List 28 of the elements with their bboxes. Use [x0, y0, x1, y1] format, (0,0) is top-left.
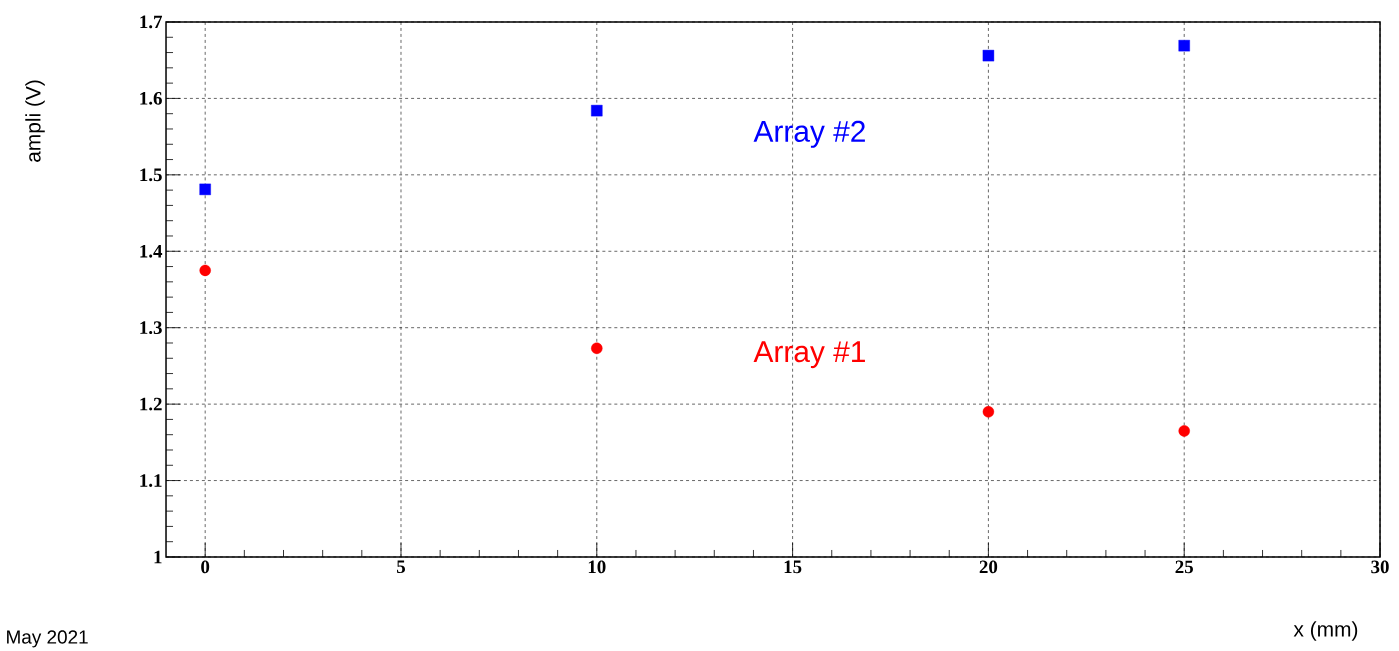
y-tick-label: 1.7	[140, 15, 163, 29]
x-tick-label: 25	[1175, 560, 1193, 574]
y-tick-label: 1.2	[140, 397, 162, 411]
x-tick-label: 0	[201, 560, 210, 574]
point	[591, 104, 603, 117]
x-tick-label: 5	[397, 560, 406, 574]
x-tick-label: 30	[1371, 560, 1389, 574]
point	[1178, 39, 1190, 52]
y-tick-label: 1.4	[140, 244, 163, 258]
text: Array #1	[753, 341, 865, 369]
x-tick-label: 10	[588, 560, 606, 574]
x-tick-label: 15	[784, 560, 802, 574]
x-tick-label: 20	[979, 560, 998, 574]
point	[1178, 425, 1190, 437]
y-tick-label: 1.3	[140, 321, 162, 335]
y-tick-label: 1	[154, 550, 162, 564]
point	[982, 49, 995, 62]
point	[591, 342, 603, 355]
y-tick-label: 1.1	[140, 474, 162, 487]
point	[199, 264, 211, 277]
text: May 2021	[7, 630, 88, 648]
y-axis-title: ampli (V)	[25, 80, 45, 162]
x-axis-title: x (mm)	[1293, 621, 1358, 641]
point	[982, 406, 995, 418]
text: Array #2	[753, 120, 865, 148]
y-tick-label: 1.5	[140, 168, 162, 182]
y-tick-label: 1.6	[140, 92, 162, 105]
point	[199, 183, 211, 196]
